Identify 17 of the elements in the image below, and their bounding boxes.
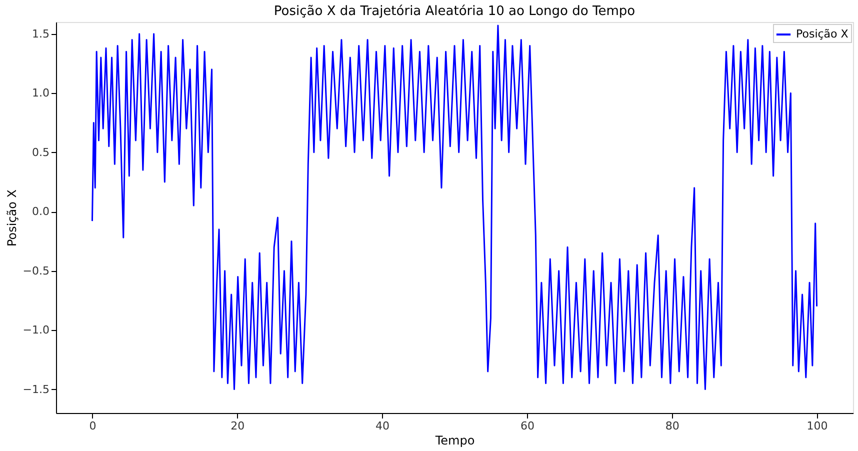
- x-tick-label: 80: [665, 420, 680, 432]
- y-axis-title: Posição X: [4, 189, 19, 247]
- legend-label: Posição X: [796, 28, 849, 40]
- chart-title: Posição X da Trajetória Aleatória 10 ao Longo do Tempo: [274, 4, 636, 19]
- y-tick-label: −0.5: [22, 264, 50, 278]
- x-tick-label: 60: [520, 420, 534, 432]
- y-tick-label: 1.0: [32, 86, 50, 100]
- x-axis-title: Tempo: [434, 434, 475, 448]
- y-tick-label: 1.5: [32, 27, 50, 40]
- x-tick-label: 40: [376, 420, 390, 432]
- x-tick-label: 20: [230, 420, 245, 432]
- y-tick-label: −1.0: [22, 324, 50, 337]
- y-tick-label: 0.0: [32, 205, 50, 218]
- x-tick-label: 100: [806, 420, 828, 432]
- y-tick-label: −1.5: [22, 382, 50, 396]
- x-tick-label: 0: [89, 420, 96, 432]
- y-tick-label: 0.5: [32, 146, 50, 159]
